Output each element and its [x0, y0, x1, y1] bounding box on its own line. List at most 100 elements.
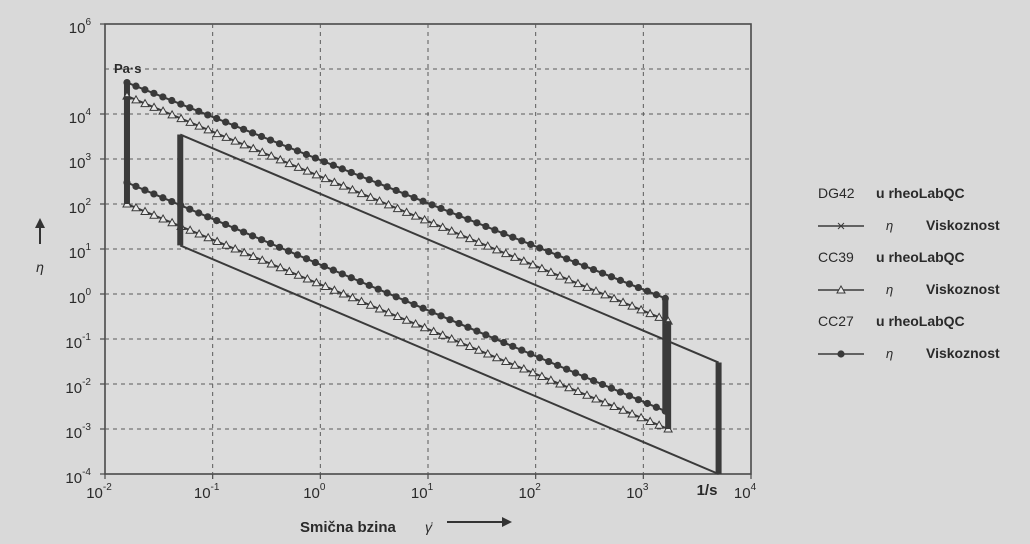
- y-tick-base: 10: [65, 380, 82, 397]
- data-point: [213, 114, 221, 123]
- x-tick-base: 10: [626, 485, 643, 502]
- data-point: [284, 143, 293, 151]
- data-point: [509, 233, 517, 241]
- y-tick-exponent: -3: [82, 422, 91, 433]
- data-point: [320, 281, 331, 290]
- x-tick-exponent: 3: [643, 482, 649, 493]
- data-point: [419, 322, 430, 332]
- y-tick-label: 100: [69, 287, 92, 307]
- data-point: [591, 286, 601, 295]
- data-point: [177, 100, 185, 108]
- data-point: [428, 201, 436, 209]
- data-point: [401, 190, 409, 198]
- legend-instrument: u rheoLabQC: [876, 185, 965, 201]
- data-point: [195, 209, 203, 217]
- data-point: [527, 367, 538, 377]
- data-point: [140, 206, 150, 215]
- x-tick-base: 10: [734, 485, 751, 502]
- data-point: [545, 248, 553, 256]
- data-point: [546, 267, 556, 276]
- data-point: [195, 107, 203, 115]
- data-point: [203, 124, 214, 134]
- data-point: [347, 168, 355, 177]
- data-point: [311, 154, 319, 162]
- data-point: [383, 199, 394, 209]
- data-point: [230, 136, 241, 145]
- data-point: [284, 266, 295, 275]
- x-tick-label: 100: [303, 482, 326, 502]
- data-point: [168, 197, 176, 206]
- data-point: [410, 318, 421, 328]
- data-point: [509, 252, 520, 261]
- data-point: [491, 335, 499, 343]
- data-point: [149, 210, 159, 219]
- y-tick-exponent: 2: [85, 197, 91, 208]
- data-point: [554, 361, 562, 369]
- y-tick-label: 10-1: [65, 332, 91, 352]
- data-point: [482, 348, 493, 358]
- data-point: [580, 262, 589, 270]
- data-point: [302, 150, 311, 159]
- data-point: [428, 308, 436, 316]
- y-tick-label: 10-2: [65, 377, 91, 397]
- data-point: [609, 401, 619, 410]
- data-point: [564, 382, 574, 392]
- data-point: [563, 365, 571, 373]
- data-point: [239, 247, 250, 257]
- y-tick-exponent: 1: [85, 242, 91, 253]
- y-tick-base: 10: [69, 200, 86, 217]
- data-point: [212, 236, 223, 245]
- data-point: [473, 237, 484, 246]
- data-point: [473, 345, 484, 354]
- legend-marker: [836, 284, 846, 294]
- data-point: [392, 311, 403, 320]
- data-point: [598, 380, 607, 389]
- legend-entry-cc27: CC27 u rheoLabQC η Viskoznost: [818, 313, 1000, 361]
- series-dg42: [180, 135, 722, 475]
- data-point: [437, 312, 445, 320]
- data-point: [132, 182, 140, 190]
- data-point: [365, 192, 376, 201]
- y-tick-label: 102: [69, 197, 92, 217]
- data-point: [645, 416, 655, 425]
- data-point: [374, 196, 385, 205]
- data-point: [383, 183, 391, 191]
- data-point: [284, 247, 293, 255]
- x-tick-label: 103: [626, 482, 649, 502]
- y-tick-base: 10: [69, 290, 86, 307]
- data-point: [302, 273, 313, 283]
- data-point: [573, 386, 583, 395]
- data-point: [571, 369, 580, 377]
- data-point: [293, 147, 302, 155]
- x-tick-base: 10: [411, 485, 428, 502]
- data-point: [356, 188, 367, 198]
- series-cc39: [122, 91, 674, 433]
- data-point: [564, 274, 574, 284]
- legend-symbol: η: [886, 346, 893, 361]
- x-tick-exponent: 2: [535, 482, 541, 493]
- data-point: [645, 308, 655, 318]
- data-point: [275, 140, 284, 148]
- data-point: [582, 390, 592, 399]
- data-point: [500, 338, 508, 347]
- series: [122, 79, 722, 475]
- data-point: [464, 233, 475, 243]
- data-point: [275, 154, 286, 164]
- data-point: [636, 304, 646, 314]
- data-point: [338, 270, 346, 278]
- data-point: [464, 341, 475, 350]
- y-tick-exponent: -1: [82, 332, 91, 343]
- data-point: [618, 297, 628, 306]
- x-unit-label: 1/s: [697, 482, 718, 499]
- data-point: [527, 240, 535, 249]
- data-point: [419, 214, 430, 224]
- data-point: [257, 255, 268, 264]
- data-point: [221, 132, 232, 141]
- data-point: [491, 226, 499, 234]
- data-point: [518, 363, 529, 373]
- data-point: [509, 342, 517, 350]
- data-point: [374, 179, 382, 187]
- data-point: [132, 82, 140, 90]
- data-point: [500, 230, 508, 238]
- data-point: [167, 109, 177, 119]
